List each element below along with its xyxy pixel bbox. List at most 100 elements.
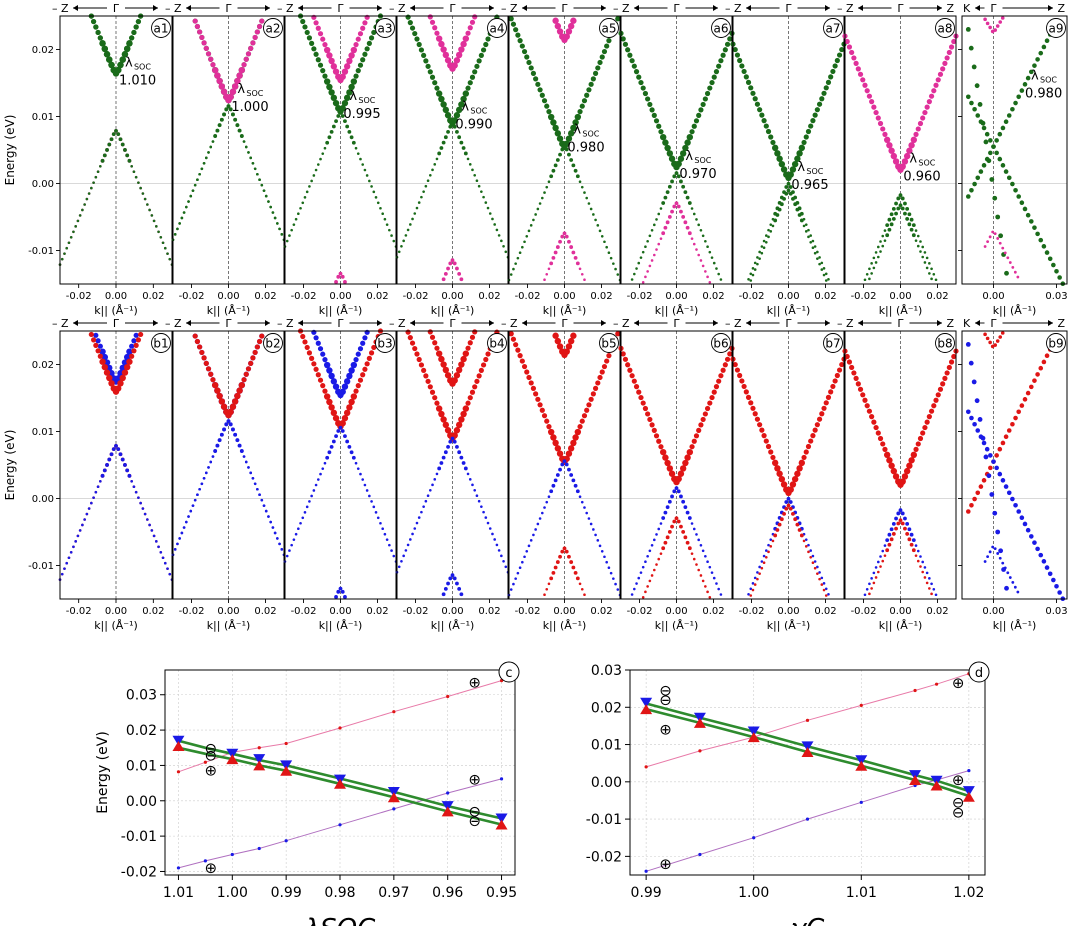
lower-band-1-point [670,494,674,499]
lower-band-2-point [659,237,663,240]
lower-band-1-point [370,185,373,188]
upper-band-2-point [346,404,353,411]
upper-band-2-point [750,90,756,96]
upper-band-2-point [821,90,827,96]
lower-band-2-point [670,209,674,214]
upper-band-2-point [770,139,776,146]
upper-band-2-point [633,69,640,75]
line-chart-c: 0.030.020.010.00-0.01-0.021.01 1.00 0.99 0.… [95,661,520,926]
lower-band-2-point [168,572,172,576]
path-arrow-left-head [858,320,863,326]
lower-band-1-point [911,223,916,228]
upper-band-2-point [192,18,198,24]
lower-band-1-point [567,152,571,157]
cross-band-point [1010,496,1015,502]
upper-band-2-point [95,29,101,36]
lower-band-1-point [692,527,696,531]
cross-band-point [1016,194,1021,199]
upper-band-2-point [480,47,487,53]
lower-band-1-point [592,213,595,216]
path-label-center: Γ [225,317,232,330]
lower-band-1-point [609,256,613,260]
lower-band-1-point [319,157,322,161]
upper-band-2-point [627,52,633,58]
lower-band-2-point [775,528,780,532]
lower-band-1-point [488,527,492,530]
cross-band-point [1057,590,1062,595]
lower-band-2-point [793,517,798,522]
upper-band-2-point [590,391,596,397]
lower-band-2-point [202,477,206,480]
lower-band-2-point [797,213,802,217]
lower-band-1-point [319,472,322,476]
path-label-left: Z [622,2,630,15]
lower-band-2-point [224,422,229,427]
lower-band-1-point [710,571,714,574]
path-label-left: Z [622,317,630,330]
lower-band-2-point [99,164,102,168]
upper-band-2-point [597,59,603,66]
upper-band-1-point [313,20,319,26]
panel-label-circle [151,18,171,38]
lower-band-2-point [784,191,789,196]
lower-band-1-point [715,267,718,270]
upper-band-2-point [860,392,866,398]
lower-band-1-point [809,549,812,552]
lower-band-2-point [769,545,773,548]
lower-band-2-point [123,148,127,152]
panel-label-circle [711,18,731,38]
lower-band-2-point [273,216,277,220]
upper-band-2-point [951,353,957,360]
upper-band-2-point [405,14,411,20]
bottom-band-point [1016,590,1020,594]
lower-band-2-point [758,572,761,575]
lower-band-2-point [63,252,66,255]
upper-band-2-point [409,340,416,346]
upper-band-1-point [467,25,473,31]
upper-band-1-point [320,36,326,42]
upper-band-2-point [754,416,761,422]
upper-band-2-point [231,398,239,405]
lower-band-1-point [497,234,501,237]
lower-band-2-point [107,142,112,147]
x-tick-label: 0.00 [553,291,575,302]
steep-band-point [1004,270,1009,276]
lower-band-1-point [457,450,462,455]
cross-band-point [1016,509,1021,514]
lower-band-2-point [811,246,815,250]
upper-band-2-point [737,57,743,64]
lower-band-2-point [670,524,674,529]
lower-band-2-point [795,522,800,527]
upper-band-2-point [796,150,803,157]
lower-band-2-point [788,191,793,196]
x-tick-label: 0.00 [329,291,351,302]
lower-band-1-point [816,250,819,254]
lower-band-2-point [667,530,672,534]
upper-band-2-point [238,381,246,389]
blue-triangle-marker [855,755,868,766]
upper-band-2-point [103,369,111,376]
lower-band-1-point [911,538,916,543]
lower-band-1-point [648,234,652,238]
lower-band-2-point [562,546,567,551]
upper-pink-point [805,718,810,722]
upper-band-2-point [547,113,555,121]
lower-band-1-point [690,207,694,210]
upper-band-2-point [798,144,806,152]
lower-band-1-point [870,262,873,265]
lower-band-2-point [118,452,123,457]
upper-band-2-point [91,18,97,25]
lower-band-2-point [90,501,93,505]
upper-band-2-point [647,101,653,108]
panel-label: a9 [1049,22,1064,36]
upper-band-2-point [686,133,694,141]
lower-band-1-point [653,538,656,542]
lower-band-2-point [127,473,132,478]
upper-band-2-point [819,411,825,417]
lower-band-1-point [903,201,907,206]
lower-band-1-point [523,240,526,244]
red-triangle-marker [280,765,293,776]
lower-pink-point [644,869,648,873]
cross-band-point [1003,169,1009,174]
